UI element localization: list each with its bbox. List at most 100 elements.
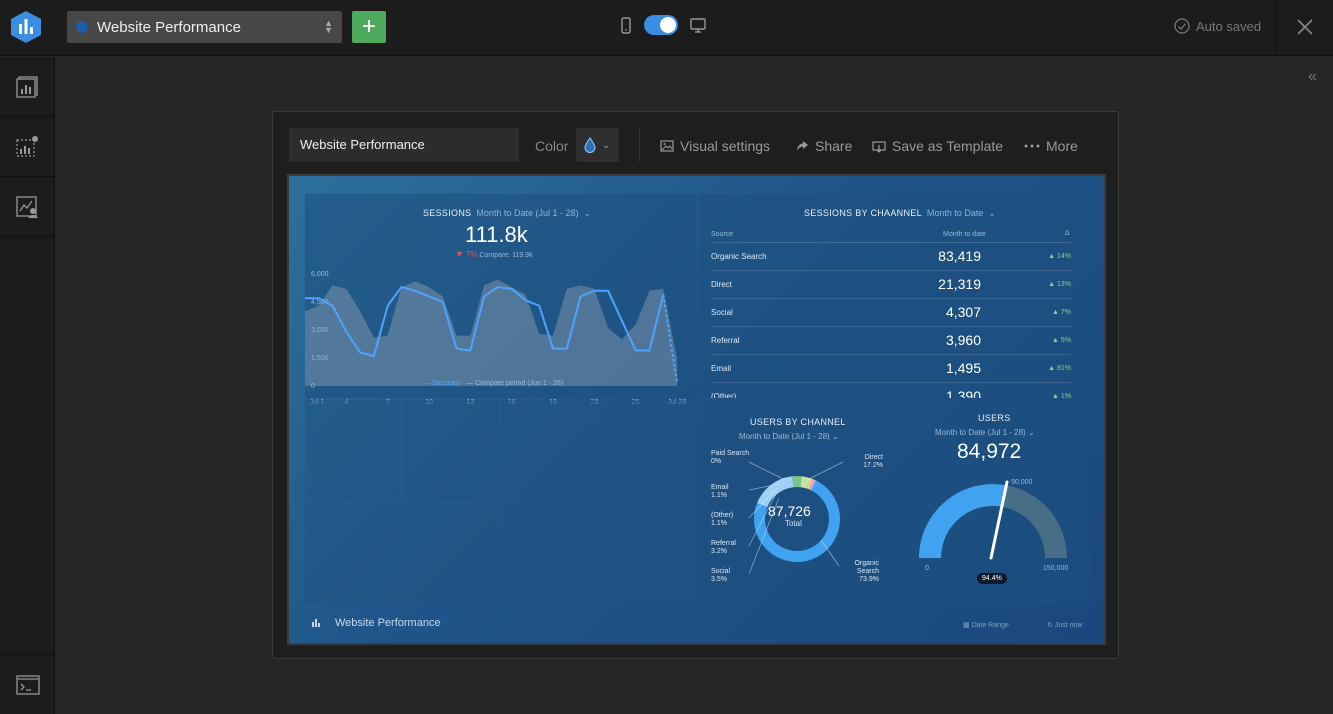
chevron-down-icon: ⌄	[583, 208, 592, 218]
sessions-widget[interactable]: SESSIONS Month to Date (Jul 1 - 28) ⌄ 111.…	[305, 194, 697, 404]
row-source: Referral	[711, 336, 740, 345]
donut-label: Referral 3.2%	[711, 540, 751, 556]
y-tick-label: 1,500	[311, 355, 329, 362]
save-template-button[interactable]: Save as Template	[872, 138, 1003, 154]
share-button[interactable]: Share	[796, 138, 852, 154]
donut-label-pct: 3.2%	[711, 548, 727, 555]
mobile-icon[interactable]	[620, 16, 632, 34]
sidebar-item-users[interactable]	[0, 177, 54, 237]
users-period-row: Month to Date (Jul 1 - 28) ⌄	[935, 428, 1035, 437]
row-change: ▲ 1%	[1052, 393, 1071, 398]
sidebar-item-add-metric[interactable]	[0, 117, 54, 177]
close-icon	[1297, 19, 1313, 35]
row-source: Organic Search	[711, 252, 767, 261]
add-button[interactable]: +	[352, 11, 386, 43]
down-arrow-icon: ▼	[455, 249, 464, 259]
visual-settings-label: Visual settings	[680, 138, 771, 154]
donut-label-name: (Other)	[711, 512, 734, 519]
more-button[interactable]: More	[1024, 138, 1078, 154]
col-delta: Δ	[1065, 230, 1070, 237]
more-label: More	[1046, 138, 1078, 154]
sessions-period: Month to Date (Jul 1 - 28)	[476, 208, 579, 218]
empty-slot[interactable]	[599, 503, 697, 604]
sessions-series-line	[305, 285, 665, 358]
autosave-status: Auto saved	[1174, 18, 1261, 34]
donut-label-name: Paid Search	[711, 450, 750, 457]
empty-slot[interactable]	[305, 400, 401, 501]
image-icon	[660, 140, 674, 152]
empty-slot[interactable]	[305, 503, 401, 604]
empty-slot[interactable]	[403, 503, 499, 604]
chart-user-icon	[16, 195, 38, 218]
app-logo-icon[interactable]	[10, 10, 42, 44]
channels-title: SESSIONS BY CHAANNEL	[804, 208, 922, 218]
legend-compare-swatch: —	[466, 380, 474, 387]
donut-slice	[806, 478, 813, 490]
channels-title-row: SESSIONS BY CHAANNEL Month to Date ⌄	[804, 208, 996, 219]
empty-slot[interactable]	[501, 400, 597, 501]
donut-label: Email 1.1%	[711, 484, 751, 500]
row-change: ▲ 7%	[1052, 309, 1071, 316]
datasource-name: Website Performance	[97, 18, 241, 36]
check-circle-icon	[1174, 18, 1190, 34]
dashboard-name-input[interactable]: Website Performance	[289, 128, 519, 162]
visual-settings-button[interactable]: Visual settings	[660, 138, 770, 154]
chevron-down-icon: ⌄	[602, 140, 611, 151]
datasource-select[interactable]: Website Performance ▲ ▼	[67, 11, 342, 43]
donut-label-pct: 1.1%	[711, 520, 727, 527]
users-gauge-widget[interactable]: USERS Month to Date (Jul 1 - 28) ⌄ 84,97…	[895, 400, 1091, 604]
empty-slot[interactable]	[403, 400, 499, 501]
row-value: 83,419	[938, 248, 981, 264]
row-source: Direct	[711, 280, 732, 289]
sidebar-item-dashboards[interactable]	[0, 57, 54, 117]
channels-period: Month to Date	[926, 208, 984, 218]
row-source: (Other)	[711, 392, 737, 398]
donut-label: Direct 17.2%	[843, 454, 883, 470]
donut-slice	[810, 480, 816, 491]
device-toggle-group	[620, 15, 706, 35]
y-tick-label: 6,000	[311, 271, 329, 278]
users-donut-chart	[748, 461, 844, 575]
color-picker-button[interactable]: ⌄	[576, 128, 619, 162]
donut-leader-line	[748, 497, 780, 575]
row-change: ▲ 14%	[1048, 253, 1071, 260]
users-by-channel-widget[interactable]: USERS BY CHANNEL Month to Date (Jul 1 - …	[699, 400, 893, 604]
table-row: Email 1,495 ▲ 81%	[711, 355, 1071, 383]
template-icon	[872, 140, 886, 153]
sessions-title-row: SESSIONS Month to Date (Jul 1 - 28) ⌄	[423, 208, 591, 219]
donut-label-pct: 1.1%	[711, 492, 727, 499]
header-divider	[711, 242, 1071, 243]
donut-leader-line	[748, 461, 786, 481]
col-month: Month to date	[943, 231, 986, 238]
more-dots-icon	[1024, 144, 1040, 148]
row-change: ▲ 81%	[1048, 365, 1071, 372]
legend-current-swatch: —	[423, 380, 430, 387]
collapse-panel-icon[interactable]: «	[1308, 68, 1317, 85]
donut-label: Organic Search 73.9%	[839, 560, 879, 584]
date-range-label: Date Range	[971, 622, 1009, 629]
dashboard-chart-icon	[16, 75, 38, 98]
donut-leader-line	[806, 461, 844, 481]
users-value: 84,972	[957, 440, 1022, 463]
donut-label-pct: 17.2%	[863, 462, 883, 469]
sidebar-item-console[interactable]	[0, 654, 55, 714]
device-toggle[interactable]	[644, 15, 678, 35]
donut-total-label: Total	[785, 519, 802, 528]
donut-leader-line	[820, 539, 840, 567]
channels-widget[interactable]: SESSIONS BY CHAANNEL Month to Date ⌄ Sourc…	[699, 194, 1091, 398]
empty-slot[interactable]	[599, 400, 697, 501]
row-change: ▲ 13%	[1048, 281, 1071, 288]
table-row: Referral 3,960 ▲ 5%	[711, 327, 1071, 355]
row-value: 1,495	[945, 360, 981, 376]
empty-slot[interactable]	[501, 503, 597, 604]
y-tick-label: 3,000	[311, 327, 329, 334]
toggle-knob	[660, 17, 676, 33]
desktop-icon[interactable]	[690, 17, 706, 33]
donut-leader-line	[748, 483, 780, 491]
table-row: Direct 21,319 ▲ 13%	[711, 271, 1071, 299]
row-source: Email	[711, 364, 732, 373]
close-button[interactable]	[1276, 0, 1333, 56]
updated-label: Just now	[1054, 622, 1083, 629]
legend-current: Sessions	[431, 380, 461, 387]
donut-leader-line	[748, 491, 778, 547]
